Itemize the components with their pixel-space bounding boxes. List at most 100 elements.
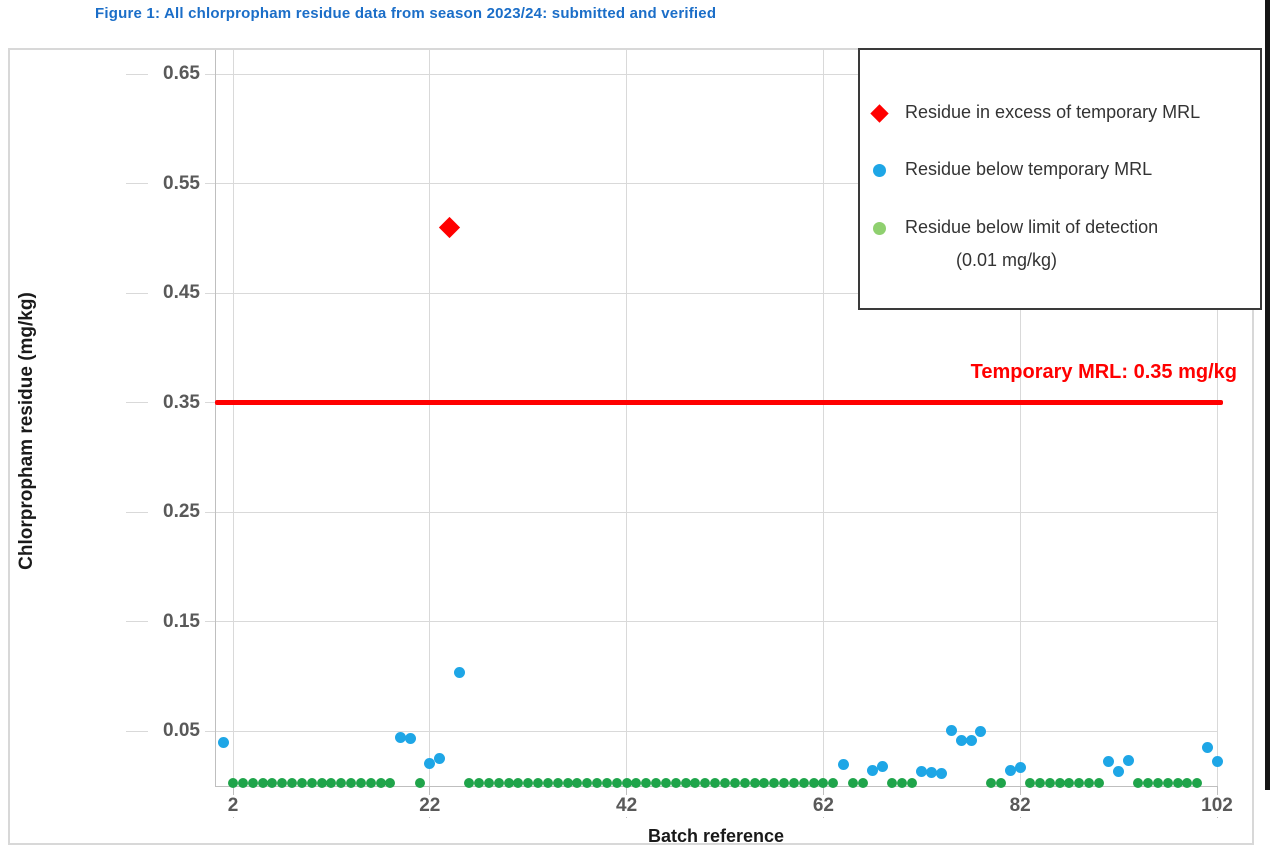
data-point-green — [582, 777, 593, 788]
y-tick-mark — [126, 73, 148, 75]
data-point-green — [798, 777, 809, 788]
data-point-green — [1025, 777, 1036, 788]
data-point-blue — [1201, 742, 1213, 754]
blue-circle-icon — [873, 164, 886, 177]
legend-item-excess-mrl: Residue in excess of temporary MRL — [860, 102, 1260, 126]
data-point-green — [857, 777, 868, 788]
data-point-green — [1133, 777, 1144, 788]
data-point-green — [277, 777, 288, 788]
y-tick-label: 0.45 — [163, 282, 200, 304]
data-point-green — [995, 777, 1006, 788]
data-point-green — [739, 777, 750, 788]
data-point-blue — [434, 753, 446, 765]
data-point-green — [660, 777, 671, 788]
legend: Residue in excess of temporary MRL Resid… — [858, 48, 1262, 310]
data-point-green — [1152, 777, 1163, 788]
x-gridline — [822, 50, 824, 786]
data-point-blue — [217, 736, 229, 748]
data-point-blue — [975, 725, 987, 737]
y-tick-mark — [126, 511, 148, 513]
legend-label: Residue below limit of detection — [905, 217, 1159, 237]
y-gridline — [205, 73, 1218, 75]
data-point-green — [414, 777, 425, 788]
data-point-green — [493, 777, 504, 788]
x-tick-label: 62 — [793, 795, 854, 817]
data-point-blue — [1103, 756, 1115, 768]
y-tick-label: 0.35 — [163, 391, 200, 413]
x-tick-label: 42 — [596, 795, 657, 817]
data-point-green — [788, 777, 799, 788]
green-circle-icon — [873, 222, 886, 235]
data-point-blue — [1211, 756, 1223, 768]
x-gridline — [626, 50, 628, 786]
data-point-green — [710, 777, 721, 788]
data-point-green — [670, 777, 681, 788]
y-axis-line — [215, 50, 216, 786]
data-point-green — [326, 777, 337, 788]
data-point-green — [375, 777, 386, 788]
x-tick-label: 82 — [990, 795, 1051, 817]
data-point-green — [690, 777, 701, 788]
mrl-line-label: Temporary MRL: 0.35 mg/kg — [970, 361, 1237, 383]
y-tick-label: 0.65 — [163, 63, 200, 85]
figure-title: Figure 1: All chlorpropham residue data … — [95, 5, 717, 22]
data-point-green — [1084, 777, 1095, 788]
data-point-blue — [945, 724, 957, 736]
y-gridline — [205, 730, 1218, 732]
data-point-green — [592, 777, 603, 788]
data-point-green — [1172, 777, 1183, 788]
data-point-green — [808, 777, 819, 788]
data-point-green — [818, 777, 829, 788]
data-point-green — [1143, 777, 1154, 788]
y-tick-label: 0.25 — [163, 501, 200, 523]
data-point-green — [562, 777, 573, 788]
data-point-green — [700, 777, 711, 788]
data-point-green — [552, 777, 563, 788]
data-point-green — [1074, 777, 1085, 788]
data-point-green — [641, 777, 652, 788]
data-point-blue — [926, 767, 938, 779]
data-point-green — [847, 777, 858, 788]
data-point-green — [729, 777, 740, 788]
data-point-blue — [935, 768, 947, 780]
mrl-reference-line — [215, 400, 1223, 406]
y-tick-mark — [126, 402, 148, 404]
y-gridline — [205, 621, 1218, 623]
data-point-green — [897, 777, 908, 788]
x-tick-label: 2 — [203, 795, 263, 817]
data-point-green — [651, 777, 662, 788]
data-point-red-diamond — [438, 216, 461, 239]
data-point-blue — [876, 760, 888, 772]
legend-label-lod-units: (0.01 mg/kg) — [956, 250, 1058, 270]
data-point-green — [503, 777, 514, 788]
data-point-green — [749, 777, 760, 788]
x-gridline — [1216, 50, 1218, 786]
legend-label: Residue below temporary MRL — [905, 159, 1153, 179]
y-gridline — [205, 183, 1218, 185]
data-point-green — [365, 777, 376, 788]
data-point-green — [513, 777, 524, 788]
data-point-blue — [867, 765, 879, 777]
data-point-green — [247, 777, 258, 788]
data-point-green — [1034, 777, 1045, 788]
data-point-blue — [837, 758, 849, 770]
y-tick-mark — [126, 183, 148, 185]
data-point-green — [228, 777, 238, 788]
data-point-green — [1044, 777, 1055, 788]
data-point-green — [985, 777, 996, 788]
y-tick-label: 0.05 — [163, 720, 200, 742]
data-point-green — [631, 777, 642, 788]
data-point-blue — [394, 732, 406, 744]
data-point-green — [257, 777, 268, 788]
data-point-green — [336, 777, 347, 788]
legend-label: Residue in excess of temporary MRL — [905, 102, 1201, 122]
y-tick-mark — [126, 621, 148, 623]
x-tick-label: 102 — [1187, 795, 1247, 817]
data-point-green — [464, 777, 475, 788]
data-point-green — [533, 777, 544, 788]
data-point-blue — [916, 766, 928, 778]
data-point-blue — [955, 734, 967, 746]
data-point-green — [828, 777, 839, 788]
